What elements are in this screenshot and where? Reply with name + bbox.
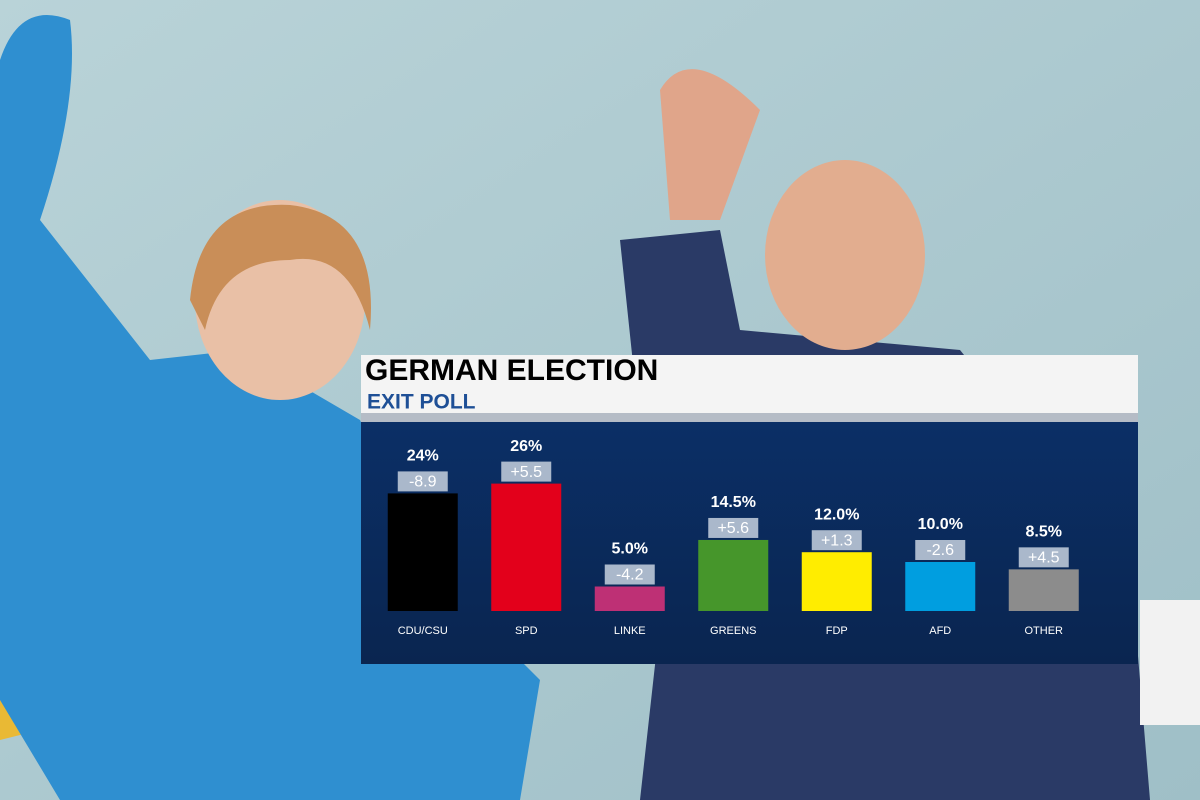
change-box xyxy=(1018,547,1069,568)
change-label: -4.2 xyxy=(616,567,644,584)
bar xyxy=(594,586,665,611)
change-box xyxy=(708,517,759,538)
chart-title: GERMAN ELECTION xyxy=(365,354,658,387)
change-label: -2.6 xyxy=(926,542,954,559)
sign xyxy=(1140,600,1200,725)
value-label: 8.5% xyxy=(1026,524,1062,541)
bar xyxy=(801,552,872,611)
value-label: 14.5% xyxy=(711,494,756,511)
category-label: FDP xyxy=(826,625,848,637)
change-label: +5.5 xyxy=(510,464,542,481)
left-person-hair xyxy=(190,204,371,330)
value-label: 5.0% xyxy=(612,541,648,558)
category-label: OTHER xyxy=(1025,625,1064,637)
category-label: LINKE xyxy=(614,625,646,637)
category-label: SPD xyxy=(515,625,538,637)
right-person-face xyxy=(765,160,925,350)
right-person-hand xyxy=(660,69,760,220)
header-stripe xyxy=(361,413,1138,422)
value-label: 26% xyxy=(510,438,542,455)
change-box xyxy=(811,530,862,551)
category-label: GREENS xyxy=(710,625,756,637)
change-label: +5.6 xyxy=(717,520,749,537)
plot-area: -8.9 24% CDU/CSU +5.5 26% SPD -4.2 5.0% LINKE +5.… xyxy=(387,438,1079,637)
value-label: 10.0% xyxy=(918,516,963,533)
change-label: -8.9 xyxy=(409,474,437,491)
header-box xyxy=(361,355,1138,415)
chart-subtitle: EXIT POLL xyxy=(367,391,476,414)
change-box xyxy=(604,564,655,585)
category-label: AFD xyxy=(929,625,951,637)
value-label: 24% xyxy=(407,448,439,465)
bar xyxy=(1008,569,1079,611)
bar xyxy=(698,539,769,611)
bar xyxy=(387,493,458,611)
change-label: +1.3 xyxy=(821,532,853,549)
change-label: +4.5 xyxy=(1028,550,1060,567)
bar xyxy=(491,483,562,611)
category-label: CDU/CSU xyxy=(398,625,448,637)
value-label: 12.0% xyxy=(814,506,859,523)
change-box xyxy=(501,461,552,482)
bar xyxy=(905,562,976,611)
change-box xyxy=(397,471,448,492)
change-box xyxy=(915,540,966,560)
